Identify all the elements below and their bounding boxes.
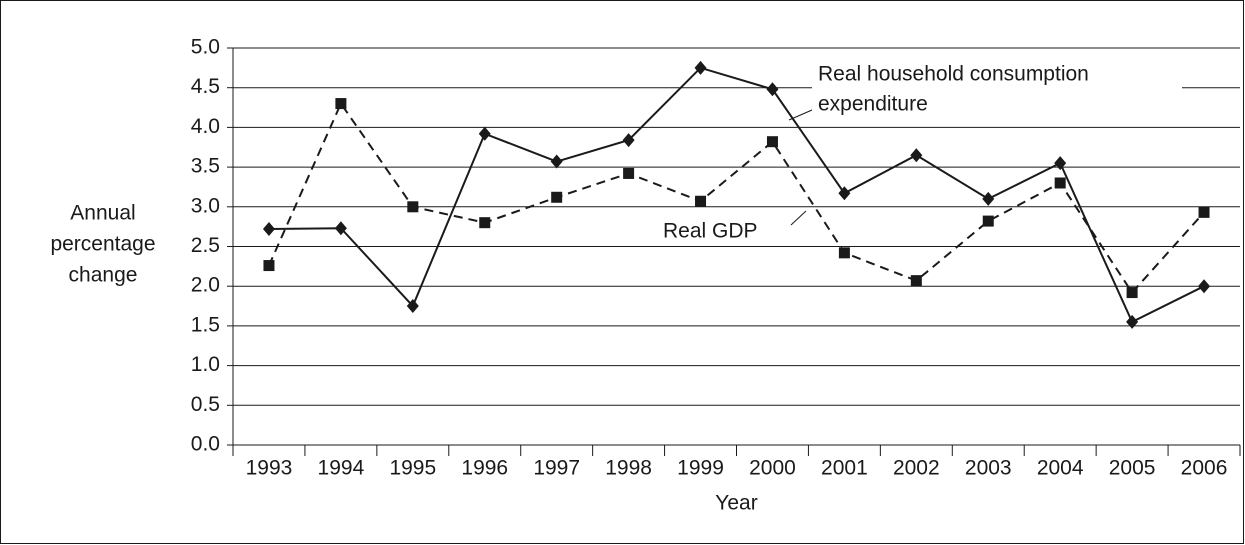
annotation-leader [790,210,807,226]
marker-diamond [838,186,851,201]
marker-square [982,215,994,227]
marker-diamond [334,221,347,236]
y-tick-label: 1.5 [191,313,220,336]
y-tick-label: 3.5 [191,155,220,178]
x-axis-label: Year [715,492,757,515]
x-tick-label: 2003 [965,457,1012,480]
y-tick-label: 4.5 [191,75,220,98]
marker-square [838,247,850,259]
x-tick-label: 1999 [677,457,724,480]
marker-square [910,275,922,287]
marker-diamond [262,222,275,237]
marker-square [335,98,347,110]
y-axis-label: Annual [70,202,135,225]
marker-square [479,217,491,229]
marker-diamond [622,133,635,148]
marker-square [623,167,635,179]
y-axis-label: change [69,264,138,287]
marker-diamond [406,299,419,314]
marker-diamond [1054,156,1067,171]
marker-square [1054,177,1066,189]
marker-diamond [766,82,779,97]
annotation: Real household consumption [818,63,1089,86]
x-tick-label: 2006 [1181,457,1228,480]
x-tick-label: 2005 [1109,457,1156,480]
x-tick-label: 1996 [461,457,508,480]
y-tick-label: 2.5 [191,234,220,257]
marker-diamond [982,191,995,206]
marker-diamond [1198,279,1211,294]
x-tick-label: 1995 [389,457,436,480]
marker-diamond [1126,314,1139,329]
x-tick-label: 1998 [605,457,652,480]
annotation: expenditure [818,93,928,116]
annotation: Real GDP [663,220,758,243]
marker-diamond [478,126,491,141]
y-tick-label: 0.0 [191,433,220,456]
x-tick-label: 1994 [318,457,365,480]
x-tick-label: 2002 [893,457,940,480]
marker-square [1198,206,1210,218]
y-tick-label: 1.0 [191,353,220,376]
y-tick-label: 4.0 [191,115,220,138]
x-tick-label: 2004 [1037,457,1084,480]
marker-square [1126,287,1138,299]
y-axis-label: percentage [50,233,155,256]
series-line [268,66,1205,324]
y-tick-label: 2.0 [191,274,220,297]
y-tick-label: 3.0 [191,194,220,217]
marker-square [407,201,419,213]
marker-square [695,195,707,207]
marker-diamond [694,60,707,75]
marker-square [551,191,563,203]
y-tick-label: 0.5 [191,393,220,416]
marker-diamond [550,154,563,169]
x-tick-label: 2001 [821,457,868,480]
marker-square [263,260,275,272]
marker-diamond [910,148,923,163]
x-tick-label: 2000 [749,457,796,480]
x-tick-label: 1993 [246,457,293,480]
x-tick-label: 1997 [533,457,580,480]
y-tick-label: 5.0 [191,36,220,59]
annotation-bg [812,60,1182,120]
marker-square [766,136,778,148]
series-line [268,101,1205,295]
